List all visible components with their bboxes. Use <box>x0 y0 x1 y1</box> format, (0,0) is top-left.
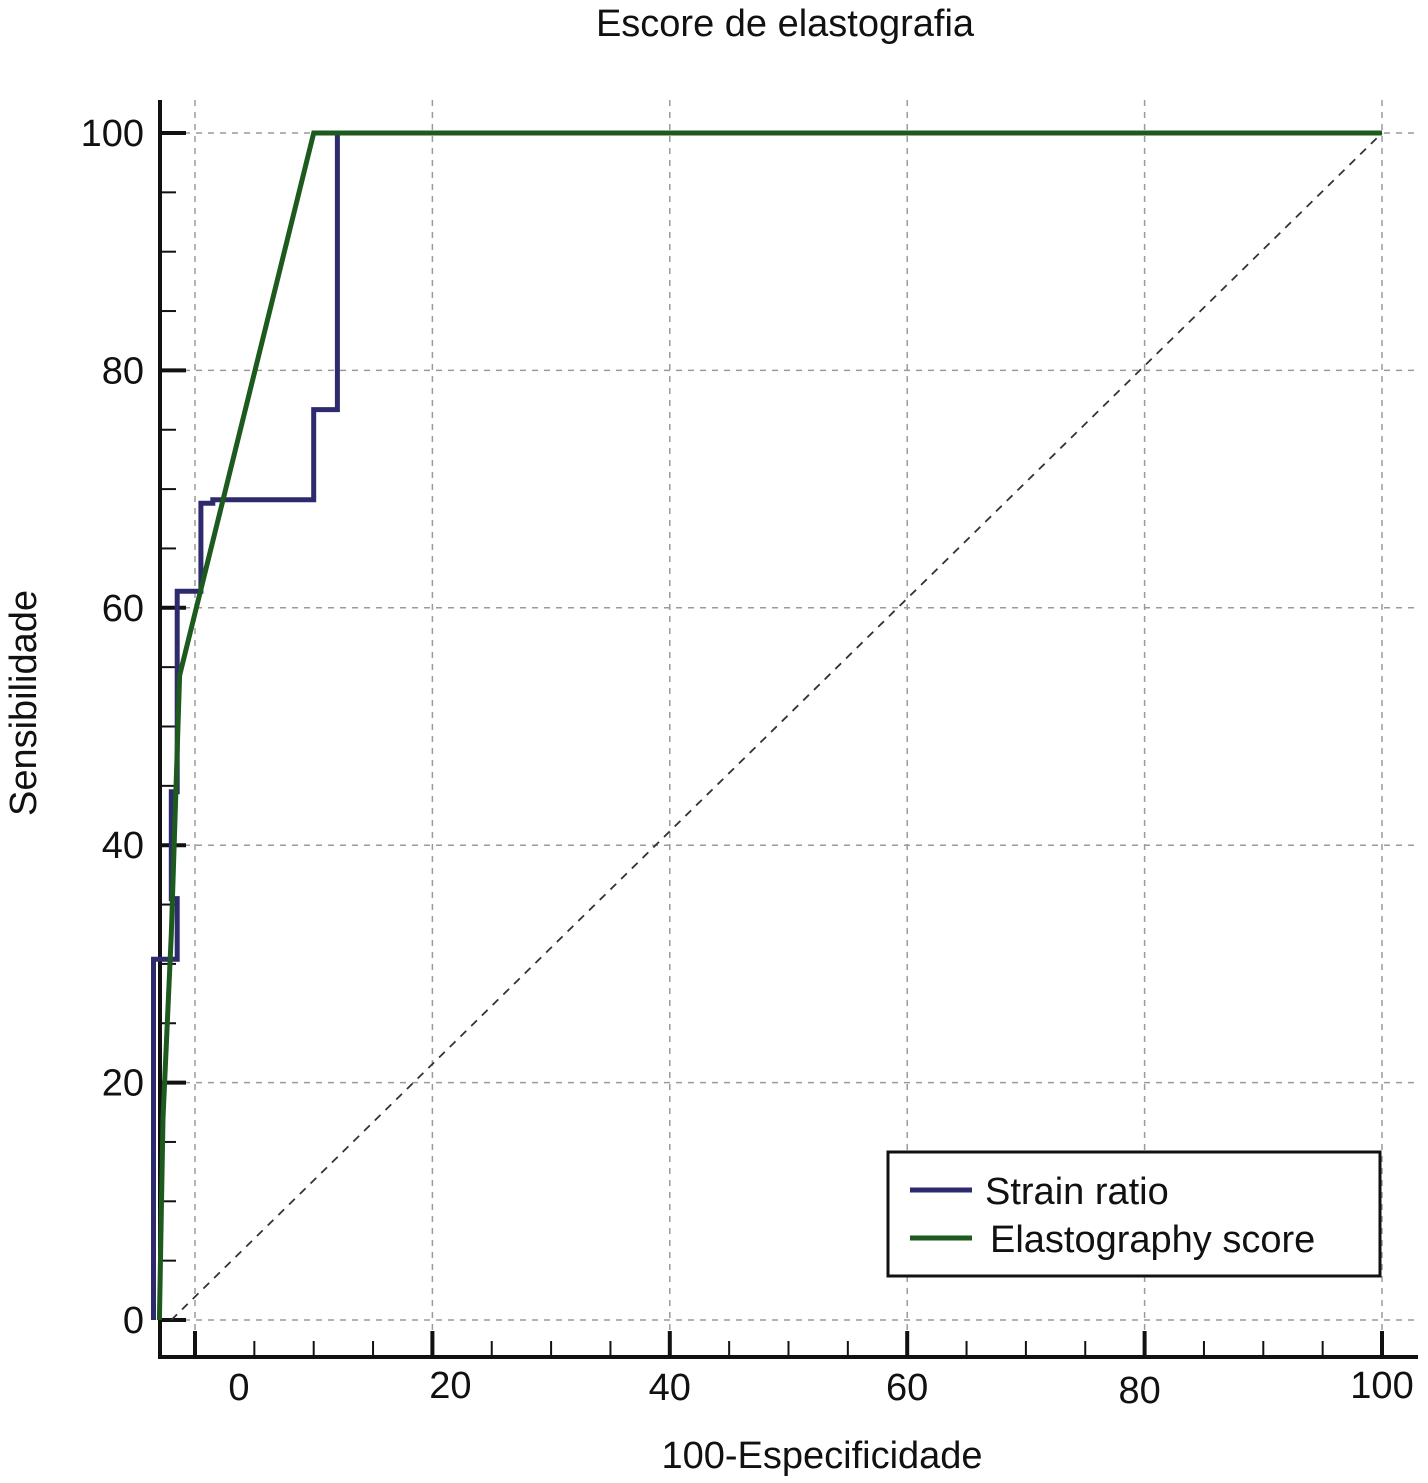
series-lines <box>151 130 1383 1321</box>
chart-title: Escore de elastografia <box>596 3 975 45</box>
legend-label-strain-ratio: Strain ratio <box>985 1171 1169 1213</box>
y-axis-title: Sensibilidade <box>3 590 45 816</box>
x-tick-label-100: 100 <box>1350 1365 1413 1407</box>
legend-label-elastography-score: Elastography score <box>990 1219 1315 1261</box>
x-tick-label-0: 0 <box>228 1367 249 1409</box>
y-tick-label-40: 40 <box>102 825 144 867</box>
y-tick-label-80: 80 <box>102 350 144 392</box>
x-tick-label-20: 20 <box>429 1365 471 1407</box>
legend: Strain ratio Elastography score <box>886 1150 1382 1278</box>
y-tick-label-100: 100 <box>81 113 144 155</box>
x-tick-label-80: 80 <box>1118 1370 1160 1412</box>
x-tick-label-60: 60 <box>886 1367 928 1409</box>
series-strain-ratio <box>151 130 1382 1320</box>
x-axis-title: 100-Especificidade <box>661 1435 982 1477</box>
y-tick-label-20: 20 <box>102 1063 144 1105</box>
y-tick-label-0: 0 <box>123 1300 144 1342</box>
series-elastography-score <box>156 130 1382 1321</box>
reference-diagonal <box>170 132 1383 1321</box>
x-tick-label-40: 40 <box>649 1367 691 1409</box>
legend-box <box>886 1150 1382 1278</box>
y-tick-label-60: 60 <box>102 588 144 630</box>
